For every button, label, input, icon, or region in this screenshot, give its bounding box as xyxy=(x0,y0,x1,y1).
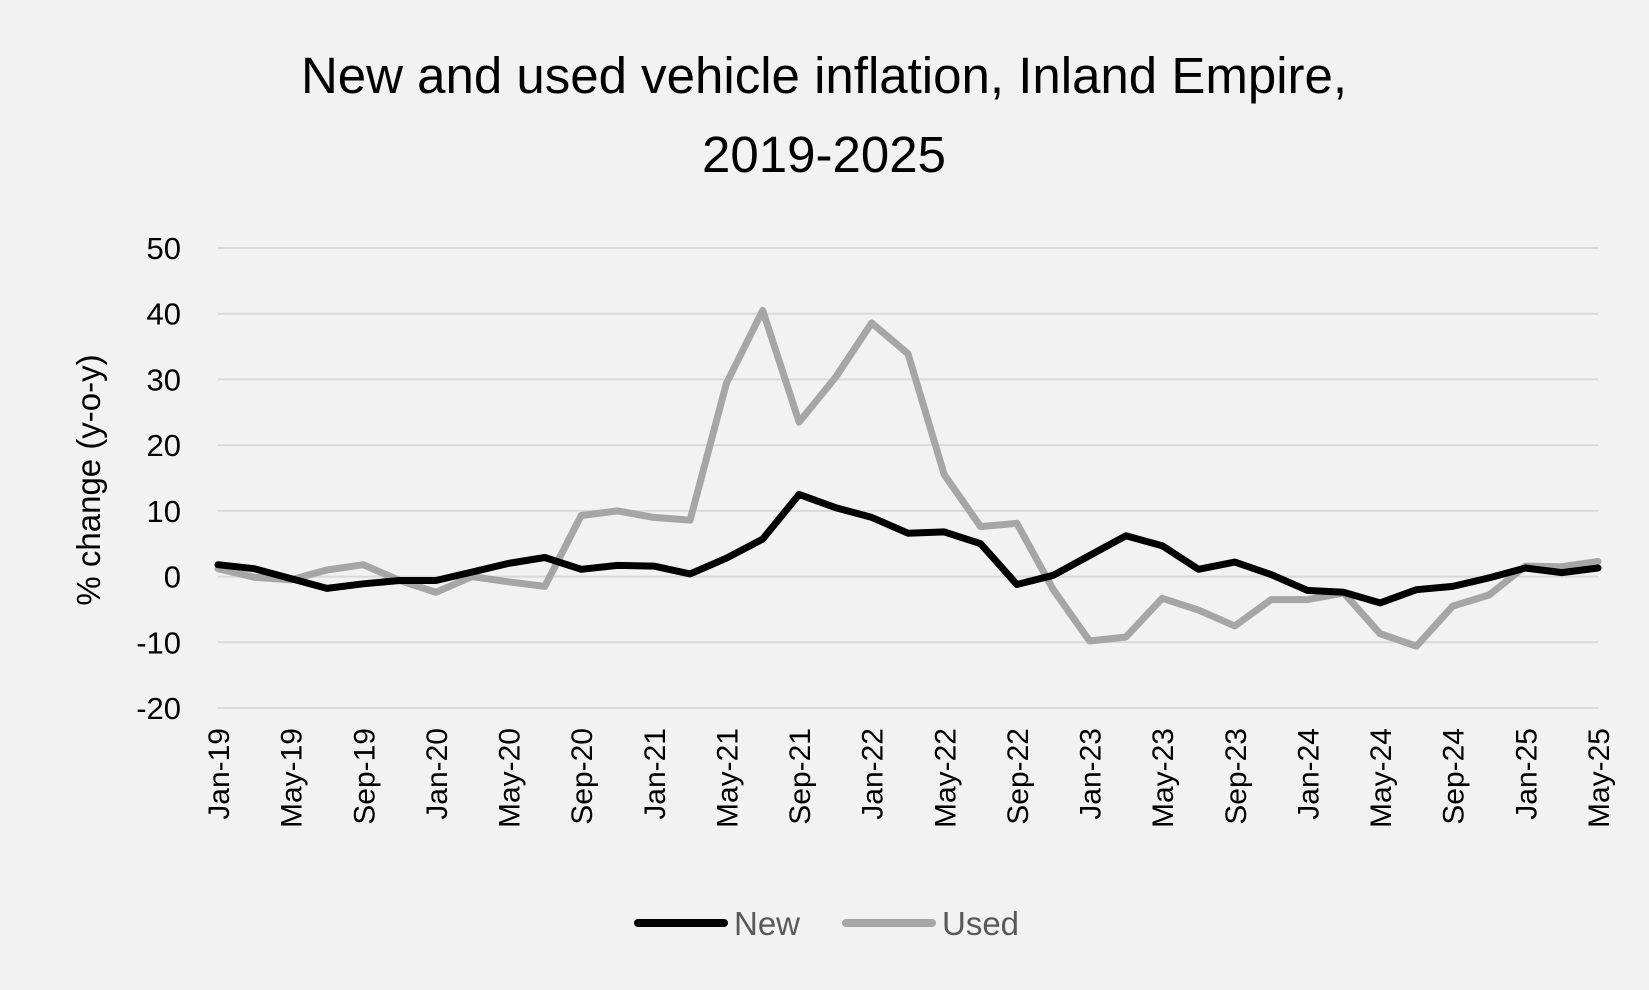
gridlines xyxy=(218,247,1598,709)
chart-title-line-1: New and used vehicle inflation, Inland E… xyxy=(301,47,1347,104)
x-tick-label: Sep-23 xyxy=(1220,728,1253,825)
legend: New Used xyxy=(634,905,1019,942)
x-tick-label: May-24 xyxy=(1365,728,1398,828)
x-tick-label: May-25 xyxy=(1583,728,1616,828)
series-line-used xyxy=(214,306,1602,650)
x-tick-label: Sep-21 xyxy=(784,728,817,825)
y-tick-label: 30 xyxy=(147,362,181,397)
x-tick-label: Jan-22 xyxy=(857,728,890,820)
y-tick-label: 40 xyxy=(147,297,181,332)
x-tick-label: Sep-20 xyxy=(566,728,599,825)
chart-title-line-2: 2019-2025 xyxy=(702,126,946,183)
series-lines xyxy=(214,306,1602,650)
x-tick-label: May-20 xyxy=(494,728,527,828)
x-tick-label: Jan-19 xyxy=(203,728,236,820)
x-tick-label: Jan-20 xyxy=(421,728,454,820)
y-axis-label: % change (y-o-y) xyxy=(70,354,107,605)
y-tick-label: 10 xyxy=(147,494,181,529)
x-tick-label: Sep-19 xyxy=(348,728,381,825)
x-tick-label: Jan-23 xyxy=(1075,728,1108,820)
y-tick-label: 0 xyxy=(164,560,181,595)
legend-label-new: New xyxy=(734,905,800,942)
y-tick-label: -10 xyxy=(136,625,181,660)
x-tick-label: Jan-24 xyxy=(1292,728,1325,820)
x-tick-label: Jan-21 xyxy=(639,728,672,820)
x-tick-label: Sep-24 xyxy=(1438,728,1471,825)
legend-label-used: Used xyxy=(942,905,1019,942)
x-tick-label: May-22 xyxy=(929,728,962,828)
x-tick-label: May-19 xyxy=(276,728,309,828)
x-tick-labels: Jan-19 May-19 Sep-19 Jan-20 May-20 Sep-20 Jan-… xyxy=(203,728,1616,828)
x-tick-label: May-21 xyxy=(711,728,744,828)
y-tick-label: 20 xyxy=(147,428,181,463)
x-tick-label: Sep-22 xyxy=(1002,728,1035,825)
series-line-new xyxy=(214,490,1602,607)
y-tick-label: -20 xyxy=(136,691,181,726)
y-tick-labels: 50 40 30 20 10 0 -10 -20 xyxy=(136,231,181,726)
x-tick-label: May-23 xyxy=(1147,728,1180,828)
y-tick-label: 50 xyxy=(147,231,181,266)
x-tick-label: Jan-25 xyxy=(1510,728,1543,820)
